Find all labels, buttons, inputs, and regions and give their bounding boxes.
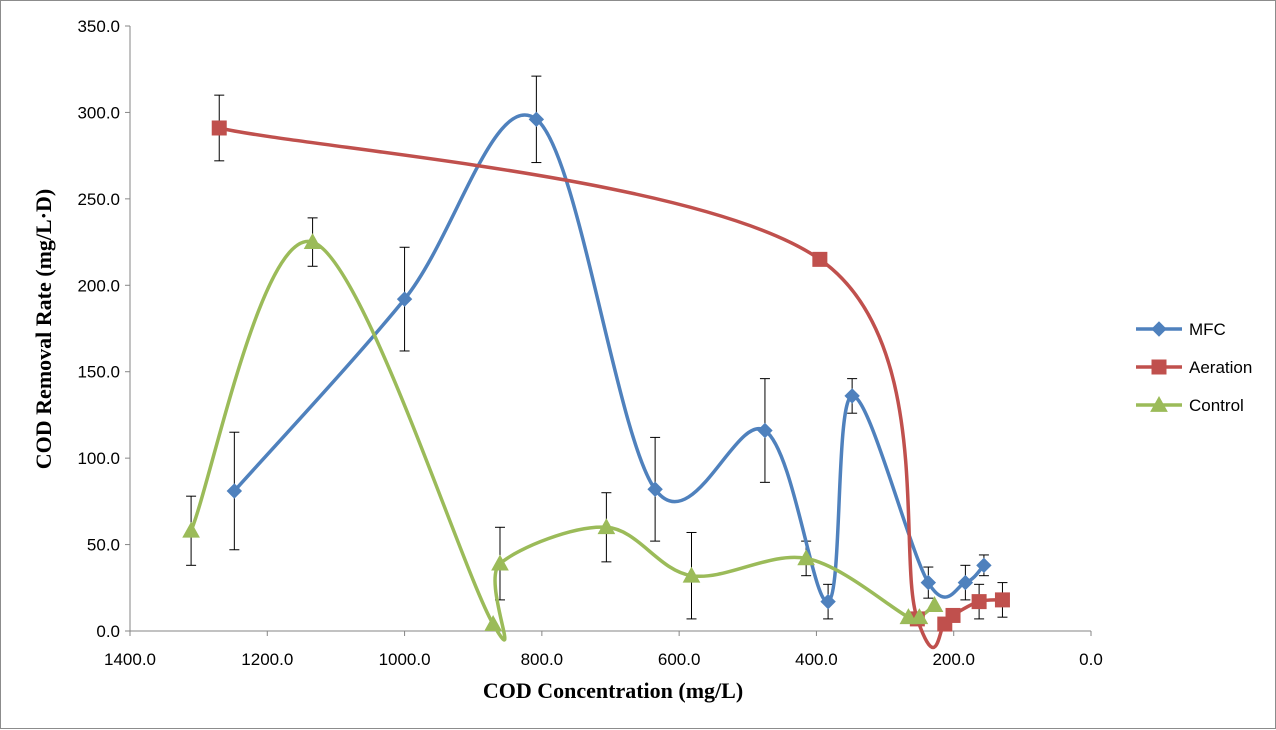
mfc-data-point [844,388,860,404]
x-tick-label: 200.0 [932,650,975,669]
mfc-legend-label: MFC [1189,320,1226,339]
y-tick-label: 350.0 [77,17,120,36]
series-lines-layer [189,113,1005,650]
y-tick-label: 0.0 [96,622,120,641]
mfc-data-point [647,481,663,497]
mfc-data-point [820,593,836,610]
control-legend-marker [1150,395,1168,412]
mfc-data-point [920,574,937,591]
x-tick-label: 800.0 [521,650,564,669]
control-legend-label: Control [1189,396,1244,415]
aeration-legend-marker [1151,359,1167,375]
aeration-data-point [812,251,828,267]
control-data-point [925,596,944,612]
aeration-data-point [994,592,1010,608]
control-data-point [491,554,509,571]
aeration-data-point [971,594,987,610]
mfc-data-point [528,111,545,128]
y-tick-label: 300.0 [77,103,120,122]
ticks-layer: 0.0 50.0 100.0 150.0 200.0 250.0 300.0 350.0 140… [77,17,1102,669]
mfc-data-point [226,483,243,499]
mfc-data-point [757,422,773,439]
x-tick-label: 0.0 [1079,650,1103,669]
aeration-series-line [217,126,1005,650]
axes-layer [129,26,1091,632]
mfc-data-point [396,291,413,307]
y-axis-title: COD Removal Rate (mg/L·D) [31,189,56,469]
y-tick-label: 50.0 [87,536,120,555]
aeration-legend-label: Aeration [1189,358,1252,377]
control-data-point [303,233,322,249]
control-data-point [899,608,918,625]
mfc-series-line [232,113,986,604]
x-tick-label: 600.0 [658,650,701,669]
aeration-data-point [945,607,961,623]
mfc-legend-marker [1151,321,1167,337]
x-axis-title: COD Concentration (mg/L) [483,678,743,703]
x-tick-label: 1200.0 [241,650,293,669]
control-data-point [182,521,200,538]
x-tick-label: 400.0 [795,650,838,669]
y-tick-label: 100.0 [77,449,120,468]
control-data-point [797,549,815,566]
control-data-point [484,615,502,631]
control-series-line [189,239,937,642]
legend: MFC Aeration Control [1136,320,1252,415]
x-tick-label: 1400.0 [104,650,156,669]
x-tick-label: 1000.0 [379,650,431,669]
control-data-point [682,566,701,583]
control-data-point [597,518,616,535]
markers-layer [182,111,1010,632]
control-data-point [910,608,929,625]
y-tick-label: 150.0 [77,363,120,382]
y-tick-label: 250.0 [77,190,120,209]
mfc-data-point [957,574,974,591]
aeration-data-point [211,120,227,136]
y-tick-label: 200.0 [77,276,120,295]
mfc-data-point [976,557,992,574]
